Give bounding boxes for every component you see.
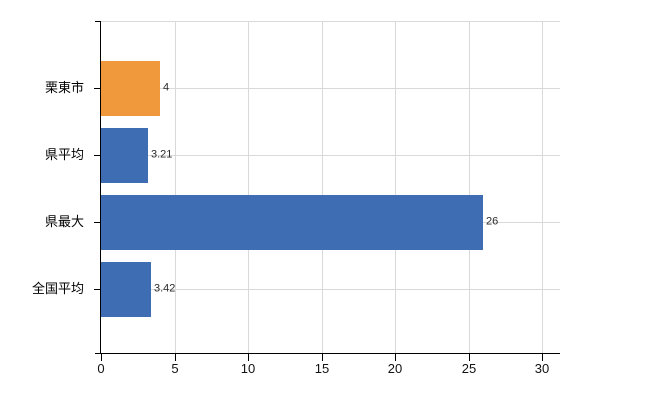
x-tick-label: 0: [97, 361, 105, 376]
x-axis-tick: [248, 354, 249, 361]
plot-top-border: [101, 21, 560, 22]
bar-value-label: 3.42: [154, 282, 176, 295]
x-axis-tick: [175, 354, 176, 361]
y-axis-tick: [94, 88, 101, 89]
bar: [101, 262, 151, 317]
y-tick-label: 県平均: [44, 147, 84, 163]
gridline-horizontal: [101, 88, 560, 89]
x-tick-label: 10: [240, 361, 256, 376]
gridline-vertical: [175, 21, 176, 353]
y-tick-label: 栗東市: [44, 80, 84, 96]
x-tick-label: 15: [314, 361, 330, 376]
x-tick-label: 30: [534, 361, 550, 376]
gridline-horizontal: [101, 289, 560, 290]
y-axis-tick: [94, 222, 101, 223]
x-axis-tick: [469, 354, 470, 361]
plot-area: 4 3.21 26 3.42: [101, 21, 560, 353]
x-tick-label: 20: [387, 361, 403, 376]
x-axis-tick: [322, 354, 323, 361]
y-tick-label: 県最大: [44, 214, 84, 230]
y-tick-label: 全国平均: [31, 281, 84, 297]
y-axis-end-tick: [95, 21, 101, 22]
bar: [101, 61, 160, 116]
gridline-vertical: [395, 21, 396, 353]
x-axis-tick: [395, 354, 396, 361]
gridline-vertical: [469, 21, 470, 353]
gridline-vertical: [542, 21, 543, 353]
x-axis-tick: [542, 354, 543, 361]
bar-value-label: 3.21: [151, 148, 173, 161]
x-tick-label: 5: [171, 361, 179, 376]
bar: [101, 195, 483, 250]
y-axis-tick: [94, 155, 101, 156]
y-axis-tick: [94, 289, 101, 290]
bar-value-label: 4: [163, 81, 170, 94]
gridline-horizontal: [101, 155, 560, 156]
gridline-vertical: [322, 21, 323, 353]
gridline-vertical: [248, 21, 249, 353]
y-axis-line: [100, 21, 101, 354]
bar: [101, 128, 148, 183]
x-axis-tick: [101, 354, 102, 361]
bar-value-label: 26: [486, 215, 499, 228]
x-axis-line: [95, 353, 560, 354]
x-tick-label: 25: [461, 361, 477, 376]
